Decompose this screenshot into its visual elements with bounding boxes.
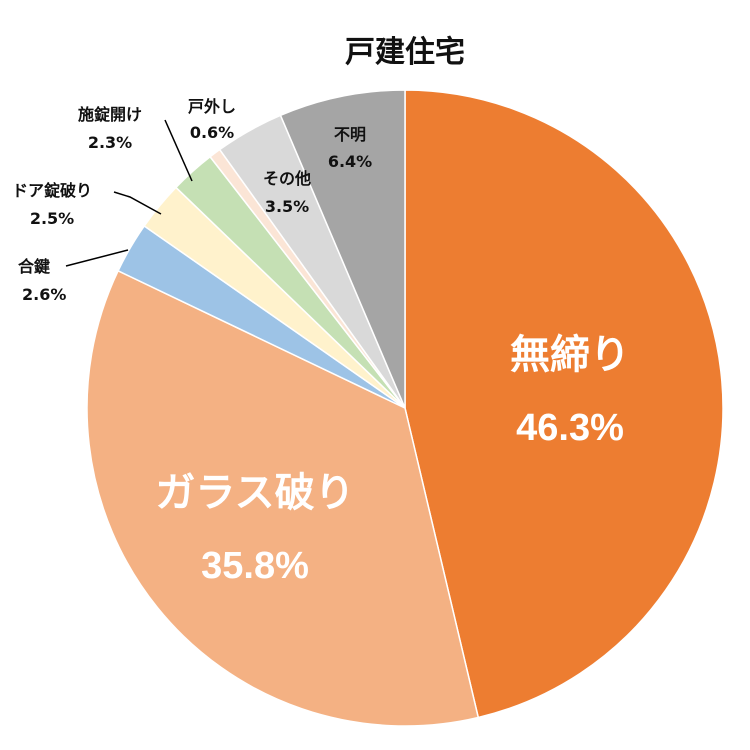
slice-value-door-removal: 0.6% (190, 123, 234, 142)
slice-label-door-removal: 戸外し (188, 97, 236, 116)
slice-label-unknown: 不明 (334, 125, 366, 144)
slice-label-mushimari: 無締り (510, 332, 630, 378)
leader-lines (65, 119, 193, 267)
pie-slice-glass-break (86, 269, 480, 727)
slice-label-door-lock-break: ドア錠破り (12, 181, 92, 200)
slice-value-unknown: 6.4% (328, 152, 372, 171)
leader-line-door-lock-break (113, 191, 162, 215)
slice-value-door-lock-break: 2.5% (30, 209, 74, 228)
slice-value-other: 3.5% (265, 197, 309, 216)
slice-label-other: その他 (263, 169, 311, 188)
pie-slice-unknown (279, 89, 406, 409)
slice-labels: 無締り 46.3% ガラス破り 35.8% 合鍵 2.6% ドア錠破り 2.5% 施錠開け 2.3… (12, 97, 630, 587)
slice-value-lock-picking: 2.3% (88, 133, 132, 152)
leader-line-lock-picking (164, 119, 193, 182)
pie-slice-mushimari (404, 89, 724, 719)
slice-label-lock-picking: 施錠開け (78, 105, 142, 124)
slice-label-aikagi: 合鍵 (18, 257, 50, 276)
slice-value-glass-break: 35.8% (201, 545, 309, 587)
pie-slices (86, 89, 724, 727)
slice-value-aikagi: 2.6% (22, 285, 66, 304)
leader-line-aikagi (65, 249, 129, 267)
chart-title: 戸建住宅 (345, 35, 465, 70)
slice-value-mushimari: 46.3% (516, 407, 624, 449)
slice-label-glass-break: ガラス破り (155, 470, 354, 516)
